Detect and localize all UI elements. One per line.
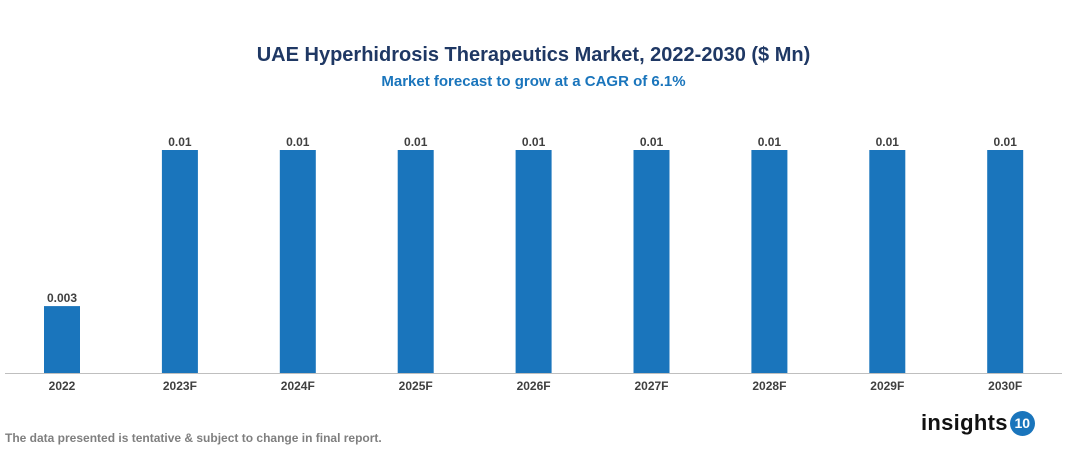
chart-title: UAE Hyperhidrosis Therapeutics Market, 2… xyxy=(256,44,811,66)
chart-subtitle: Market forecast to grow at a CAGR of 6.1… xyxy=(381,73,686,90)
x-tick-label: 2027F xyxy=(634,379,668,393)
data-label: 0.01 xyxy=(876,135,900,149)
x-tick-label: 2028F xyxy=(752,379,786,393)
bar-2028F xyxy=(751,150,788,373)
x-tick-label: 2023F xyxy=(163,379,197,393)
x-tick-label: 2030F xyxy=(988,379,1022,393)
bar-2029F xyxy=(869,150,906,373)
x-tick-label: 2029F xyxy=(870,379,904,393)
data-label: 0.01 xyxy=(994,135,1018,149)
bar-2023F xyxy=(161,150,198,373)
data-label: 0.01 xyxy=(168,135,192,149)
bar-2027F xyxy=(633,150,670,373)
insights10-logo: insights 10 xyxy=(921,410,1035,436)
data-label: 0.01 xyxy=(758,135,782,149)
data-label: 0.01 xyxy=(640,135,664,149)
x-tick-label: 2022 xyxy=(49,379,76,393)
logo-text: insights xyxy=(921,410,1008,435)
bar-2030F xyxy=(987,150,1024,373)
data-label: 0.01 xyxy=(522,135,546,149)
x-tick-label: 2026F xyxy=(517,379,551,393)
bar-2024F xyxy=(279,150,316,373)
data-label: 0.01 xyxy=(286,135,310,149)
footnote: The data presented is tentative & subjec… xyxy=(5,431,382,445)
x-tick-label: 2025F xyxy=(399,379,433,393)
bar-2025F xyxy=(397,150,434,373)
logo-badge: 10 xyxy=(1009,410,1035,436)
data-label: 0.01 xyxy=(404,135,428,149)
bar-2026F xyxy=(515,150,552,373)
bar-2022 xyxy=(44,306,80,373)
data-label: 0.003 xyxy=(47,291,77,305)
x-tick-label: 2024F xyxy=(281,379,315,393)
